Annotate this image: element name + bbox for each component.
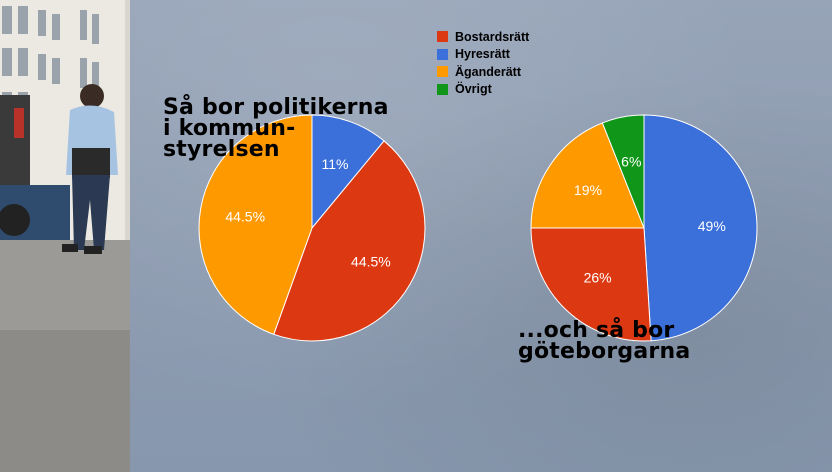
legend-swatch bbox=[437, 48, 448, 60]
pie-slice bbox=[198, 114, 313, 335]
legend: Bostardsrätt Hyresrätt Äganderätt Övrigt bbox=[437, 28, 529, 98]
headline-goteborgare: ...och så bor göteborgarna bbox=[518, 318, 691, 364]
legend-swatch bbox=[437, 83, 448, 95]
legend-label: Övrigt bbox=[455, 82, 492, 97]
pie-slice bbox=[643, 114, 758, 342]
slice-label: 6% bbox=[621, 153, 641, 169]
legend-swatch bbox=[437, 66, 448, 78]
slice-label: 19% bbox=[574, 182, 602, 198]
legend-swatch bbox=[437, 31, 448, 43]
slice-label: 26% bbox=[584, 269, 612, 285]
pie-slice bbox=[601, 114, 645, 229]
street-photo bbox=[0, 0, 130, 472]
headline-politicians: Så bor politikerna i kommun- styrelsen bbox=[163, 95, 389, 162]
pie-chart-politicians: 11% 44.5% 44.5% bbox=[198, 114, 426, 342]
street-photo-graphic bbox=[0, 0, 130, 472]
pie-slice bbox=[530, 122, 645, 229]
pie-slice bbox=[311, 114, 385, 230]
legend-label: Hyresrätt bbox=[455, 47, 510, 62]
slice-label: 11% bbox=[321, 156, 348, 172]
slice-label: 49% bbox=[698, 218, 726, 234]
pie-chart-goteborgare: 49% 26% 19% 6% bbox=[530, 114, 758, 342]
legend-label: Äganderätt bbox=[455, 64, 521, 79]
legend-item-ovrigt: Övrigt bbox=[437, 81, 529, 99]
pie-slice bbox=[273, 140, 426, 342]
legend-item-bostadsratt: Bostardsrätt bbox=[437, 28, 529, 46]
legend-item-hyresratt: Hyresrätt bbox=[437, 46, 529, 64]
slice-label: 44.5% bbox=[351, 254, 391, 270]
slice-label: 44.5% bbox=[225, 208, 265, 224]
legend-item-aganderatt: Äganderätt bbox=[437, 63, 529, 81]
legend-label: Bostardsrätt bbox=[455, 29, 530, 44]
pie-slice bbox=[530, 227, 652, 342]
